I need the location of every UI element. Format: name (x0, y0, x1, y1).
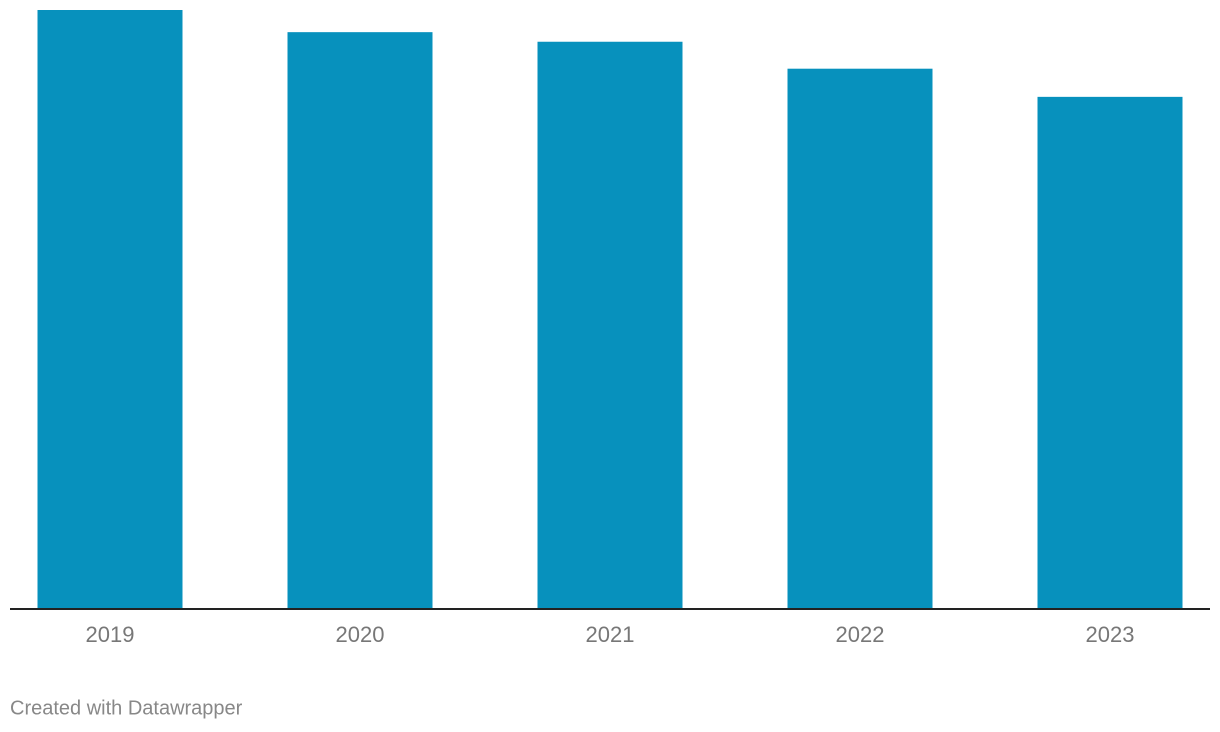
bar (1037, 96, 1183, 610)
x-tick-label: 2020 (336, 622, 385, 647)
credit: Created with Datawrapper (10, 697, 243, 719)
x-tick-label: 2023 (1086, 622, 1135, 647)
bar (537, 41, 683, 609)
x-tick-label: 2019 (86, 622, 135, 647)
bar (37, 10, 183, 609)
x-tick-label: 2022 (836, 622, 885, 647)
bar (287, 32, 433, 609)
bar (787, 68, 933, 609)
x-tick-label: 2021 (586, 622, 635, 647)
